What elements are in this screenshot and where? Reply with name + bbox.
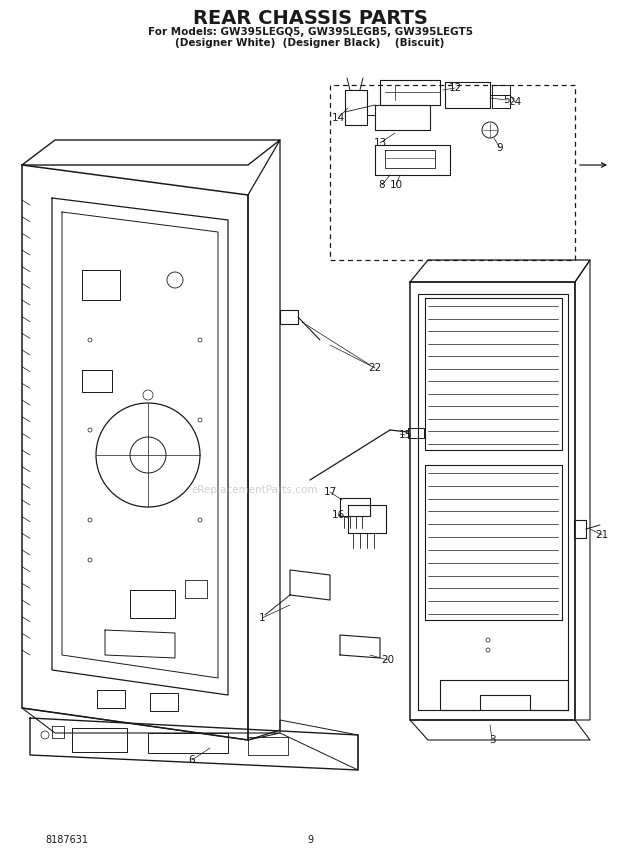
Text: 10: 10 bbox=[389, 180, 402, 190]
Text: 8: 8 bbox=[379, 180, 385, 190]
Text: 8187631: 8187631 bbox=[45, 835, 88, 845]
Text: 13: 13 bbox=[373, 138, 387, 148]
Text: 17: 17 bbox=[324, 487, 337, 497]
Text: 14: 14 bbox=[331, 113, 345, 123]
Text: 21: 21 bbox=[595, 530, 609, 540]
Text: 5: 5 bbox=[503, 95, 510, 105]
Text: (Designer White)  (Designer Black)    (Biscuit): (Designer White) (Designer Black) (Biscu… bbox=[175, 38, 445, 48]
Text: 15: 15 bbox=[399, 430, 412, 440]
Text: 6: 6 bbox=[188, 755, 195, 765]
Text: 22: 22 bbox=[368, 363, 382, 373]
Text: REAR CHASSIS PARTS: REAR CHASSIS PARTS bbox=[193, 9, 427, 27]
Text: 1: 1 bbox=[259, 613, 265, 623]
Text: For Models: GW395LEGQ5, GW395LEGB5, GW395LEGT5: For Models: GW395LEGQ5, GW395LEGB5, GW39… bbox=[148, 27, 472, 37]
Text: 16: 16 bbox=[331, 510, 345, 520]
Text: 7: 7 bbox=[619, 160, 620, 170]
Text: 9: 9 bbox=[497, 143, 503, 153]
Text: 3: 3 bbox=[489, 735, 495, 745]
Text: 24: 24 bbox=[508, 97, 521, 107]
Bar bbox=[330, 85, 575, 260]
Text: 20: 20 bbox=[381, 655, 394, 665]
Text: 9: 9 bbox=[307, 835, 313, 845]
Text: 12: 12 bbox=[448, 83, 462, 93]
Text: eReplacementParts.com: eReplacementParts.com bbox=[192, 485, 318, 495]
